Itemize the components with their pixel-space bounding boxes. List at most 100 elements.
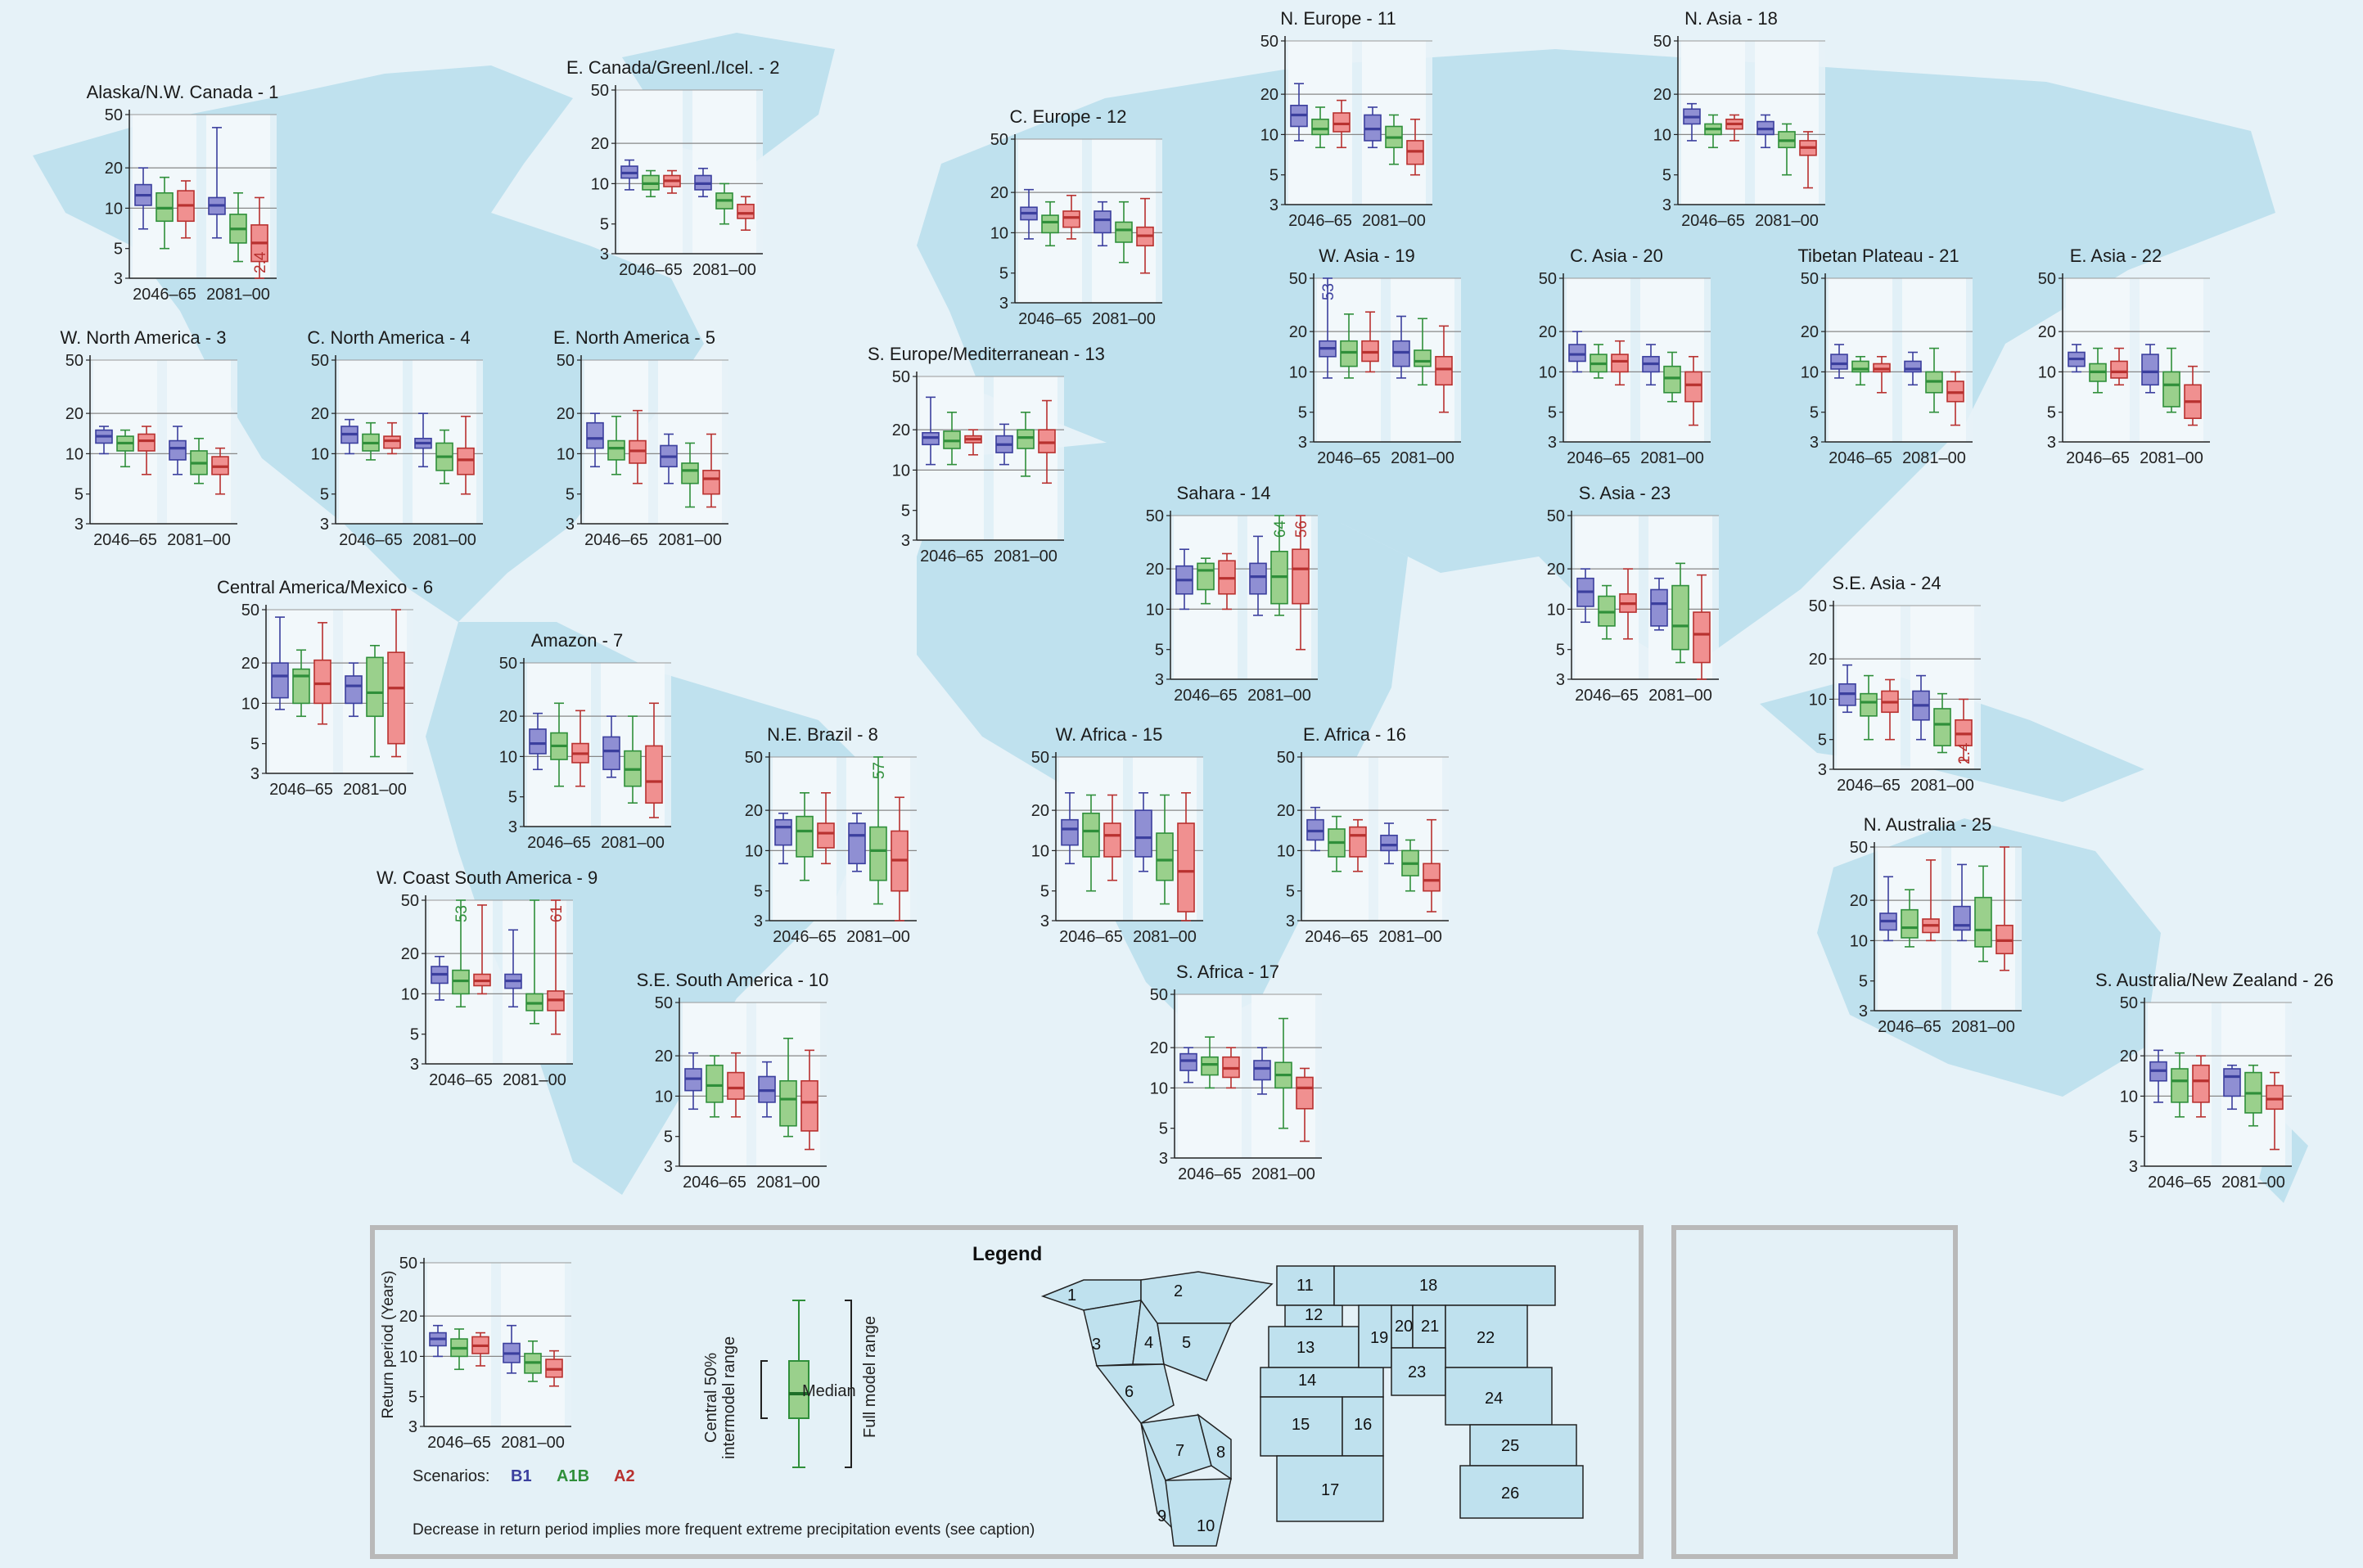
box-iqr <box>869 826 887 881</box>
box-b1-2081-00 <box>1392 315 1410 379</box>
y-tick-label: 3 <box>600 246 609 264</box>
box-b1-2046-65 <box>529 712 547 771</box>
schematic-box <box>788 1360 809 1419</box>
chart-svg: 3 5 10 20 50 2046–65 2081–00 <box>1260 33 1432 230</box>
y-tick-label: 10 <box>1260 126 1278 144</box>
key-region-label: 24 <box>1485 1390 1503 1408</box>
y-tick-label: 5 <box>566 486 575 504</box>
y-tick-label: 10 <box>1150 1079 1168 1097</box>
y-tick-label: 10 <box>2038 363 2056 381</box>
y-tick-label: 20 <box>591 135 609 153</box>
y-tick-label: 20 <box>399 1308 417 1326</box>
box-a1b-2046-65 <box>1860 674 1878 741</box>
chart-panel-24: S.E. Asia - 24 3 5 10 20 50 2046–65 2081–00 2.4 <box>1784 573 1989 814</box>
box-b1-2046-65 <box>340 418 359 455</box>
box-a1b-2046-65 <box>452 899 470 1008</box>
y-tick-label: 3 <box>1556 671 1565 689</box>
box-iqr <box>1062 210 1080 228</box>
y-tick-label: 5 <box>250 736 259 754</box>
box-a1b-2081-00 <box>1401 839 1419 892</box>
box-a2-2081-00 <box>457 415 475 495</box>
y-tick-label: 3 <box>999 295 1008 313</box>
x-period-label: 2081–00 <box>1755 212 1819 230</box>
key-region-label: 25 <box>1501 1437 1519 1455</box>
key-region-label: 16 <box>1354 1416 1372 1434</box>
x-period-label: 2046–65 <box>773 928 837 946</box>
y-tick-label: 3 <box>1818 761 1827 779</box>
y-tick-label: 3 <box>566 516 575 534</box>
x-period-label: 2046–65 <box>619 261 683 279</box>
box-a2-2081-00 <box>800 1049 818 1151</box>
box-b1-2046-65 <box>586 412 604 468</box>
box-iqr <box>1414 349 1432 367</box>
box-iqr <box>1684 371 1702 403</box>
y-tick-label: 10 <box>745 842 763 860</box>
box-a1b-2046-65 <box>1340 313 1358 379</box>
box-b1-2046-65 <box>1061 792 1079 865</box>
box-iqr <box>800 1079 818 1132</box>
y-tick-label: 50 <box>241 602 259 620</box>
median-label: Median <box>802 1382 856 1400</box>
y-tick-label: 5 <box>1298 404 1307 422</box>
y-tick-label: 3 <box>754 912 763 930</box>
box-a2-2046-65 <box>138 426 156 475</box>
chart-panel-3: W. North America - 3 3 5 10 20 50 2046–65 2081–… <box>41 327 246 569</box>
box-b1-2081-00 <box>1094 201 1112 247</box>
chart-title: S.E. Asia - 24 <box>1832 573 1941 593</box>
box-a1b-2046-65 <box>1851 355 1869 386</box>
key-region-label: 10 <box>1197 1517 1215 1535</box>
box-b1-2046-65 <box>922 396 940 466</box>
box-iqr <box>1094 210 1112 234</box>
y-tick-label: 3 <box>1548 434 1557 452</box>
box-a2-2081-00 <box>1946 371 1964 426</box>
chart-svg: 3 5 10 20 50 2046–65 2081–00 <box>1277 749 1449 946</box>
y-tick-label: 50 <box>1809 597 1827 615</box>
box-a2-2081-00 <box>545 1349 563 1387</box>
key-region-label: 13 <box>1296 1339 1315 1357</box>
y-tick-label: 5 <box>320 486 329 504</box>
box-a2-2046-65 <box>1333 99 1351 149</box>
box-b1-2081-00 <box>345 662 363 718</box>
y-tick-label: 10 <box>1031 842 1049 860</box>
x-period-label: 2046–65 <box>1575 687 1639 705</box>
y-tick-label: 3 <box>74 516 83 534</box>
y-tick-label: 50 <box>1850 839 1868 857</box>
box-b1-2081-00 <box>2223 1064 2241 1111</box>
box-a1b-2081-00 <box>869 756 887 905</box>
key-region-11 <box>1276 1265 1335 1306</box>
box-b1-2081-00 <box>848 812 866 872</box>
y-tick-label: 3 <box>410 1056 419 1074</box>
box-a1b-2046-65 <box>292 649 310 718</box>
y-tick-label: 10 <box>105 200 123 218</box>
y-tick-label: 5 <box>1556 642 1565 660</box>
y-tick-label: 20 <box>499 708 517 726</box>
x-period-label: 2046–65 <box>1174 687 1238 705</box>
box-a1b-2081-00 <box>435 429 453 484</box>
chart-svg: 3 5 10 20 50 2046–65 2081–00 <box>2038 270 2210 467</box>
key-region-24 <box>1445 1367 1553 1426</box>
key-region-25 <box>1469 1424 1577 1467</box>
x-period-label: 2046–65 <box>584 531 648 549</box>
box-b1-2081-00 <box>694 167 712 198</box>
chart-svg: 3 5 10 20 50 2046–65 2081–00 <box>1653 33 1825 230</box>
y-tick-label: 20 <box>745 802 763 820</box>
x-period-label: 2081–00 <box>1251 1165 1315 1183</box>
box-a2-2046-65 <box>1725 114 1743 142</box>
box-iqr <box>1103 822 1121 858</box>
chart-title: C. Europe - 12 <box>1009 106 1127 127</box>
chart-panel-2: E. Canada/Greenl./Icel. - 2 3 5 10 20 50 2046–… <box>566 57 779 299</box>
y-tick-label: 5 <box>901 502 910 520</box>
box-iqr <box>1082 812 1100 858</box>
box-iqr <box>387 651 405 745</box>
box-a2-2046-65 <box>1619 568 1637 640</box>
chart-svg: 3 5 10 20 50 2046–65 2081–00 <box>990 131 1162 328</box>
box-a2-2046-65 <box>727 1052 745 1118</box>
key-region-23 <box>1391 1347 1446 1396</box>
box-iqr <box>1201 1056 1219 1076</box>
y-tick-label: 10 <box>2120 1088 2138 1106</box>
box-b1-2046-65 <box>1020 188 1038 240</box>
box-a1b-2081-00 <box>190 437 208 484</box>
key-region-17 <box>1276 1455 1384 1522</box>
chart-panel-15: W. Africa - 15 3 5 10 20 50 2046–65 2081–00 <box>1007 724 1211 966</box>
y-tick-label: 10 <box>311 445 329 463</box>
